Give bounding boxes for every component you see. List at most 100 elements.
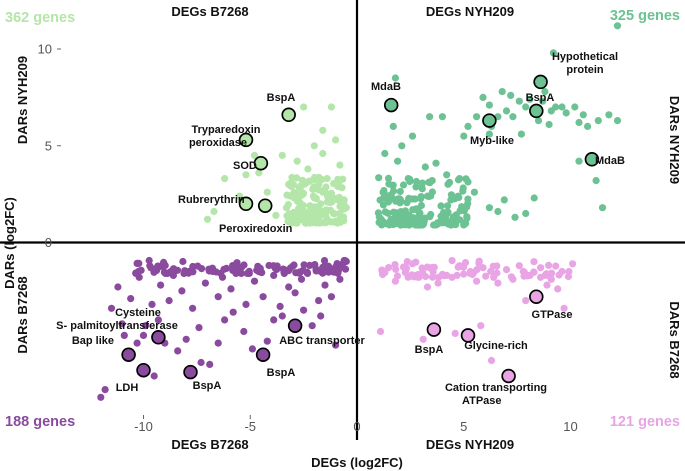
data-point [522, 103, 530, 111]
data-point [575, 118, 583, 127]
data-point [375, 218, 383, 226]
data-point [310, 142, 318, 150]
data-point [454, 263, 462, 271]
annotation-14: BspA [183, 364, 222, 392]
data-point [464, 178, 472, 186]
data-point [203, 215, 212, 223]
data-point [197, 358, 205, 367]
data-point [325, 268, 333, 276]
data-point [259, 293, 267, 301]
data-point [543, 281, 551, 289]
data-point [398, 142, 406, 150]
annotation-label: Bap like [72, 335, 114, 347]
data-point [310, 203, 318, 211]
data-point [206, 360, 214, 368]
data-point [456, 207, 464, 215]
data-point [412, 183, 420, 191]
highlighted-gene-marker [183, 364, 198, 380]
data-point [327, 293, 335, 301]
data-point [178, 287, 186, 295]
data-point [545, 261, 553, 269]
data-point [592, 177, 600, 185]
highlighted-gene-marker [238, 196, 254, 212]
data-point [494, 279, 502, 287]
data-point [248, 345, 256, 353]
data-point [319, 263, 327, 271]
data-point [273, 265, 281, 273]
data-point [330, 194, 338, 202]
data-point [554, 285, 562, 293]
data-point [159, 262, 167, 271]
y-axis-title: DARs (log2FC) [2, 197, 17, 289]
y-tick-label: 0 [45, 235, 52, 250]
series-3 [376, 257, 577, 365]
data-point [485, 101, 493, 109]
data-point [549, 49, 558, 57]
data-point [118, 320, 126, 328]
data-point [317, 312, 325, 320]
data-point [432, 159, 440, 167]
data-point [285, 283, 293, 291]
data-point [332, 341, 340, 349]
annotation-9: Myb-like [470, 113, 514, 147]
data-point [399, 181, 408, 189]
data-point [405, 196, 413, 204]
data-point [270, 271, 278, 279]
x-tick-label: -10 [134, 419, 153, 434]
data-point [333, 260, 341, 268]
data-point [460, 221, 468, 229]
data-point [310, 173, 319, 182]
count-label-bottom-right: 121 genes [610, 414, 680, 430]
data-point [548, 269, 556, 277]
data-point [468, 270, 476, 278]
data-point [120, 331, 128, 339]
data-point [437, 202, 445, 210]
data-point [613, 22, 622, 30]
data-point [463, 213, 471, 221]
data-point [493, 269, 501, 277]
quad-title-top-right: DEGs NYH209 [426, 4, 514, 19]
annotation-3: SOD [233, 155, 269, 172]
data-point [530, 258, 538, 266]
data-point [571, 103, 579, 111]
data-point [165, 297, 173, 305]
data-point [408, 271, 416, 279]
annotation-19: Glycine-rich [460, 328, 528, 352]
data-point [299, 266, 307, 274]
data-point [479, 93, 487, 101]
data-point [276, 302, 284, 310]
y-tick-label: 10 [38, 42, 52, 57]
data-point [381, 208, 389, 216]
x-tick-label: 5 [460, 419, 467, 434]
data-point [319, 149, 327, 158]
data-point [382, 191, 390, 200]
data-point [189, 262, 197, 271]
data-point [470, 188, 478, 196]
data-point [321, 281, 329, 289]
quad-title-bottom-left: DEGs B7268 [171, 437, 248, 452]
data-point [209, 267, 217, 276]
data-point [537, 264, 545, 272]
left-label-lower: DARs B7268 [15, 276, 30, 353]
data-point [403, 258, 411, 266]
data-point [428, 188, 436, 196]
annotation-label: BspA [193, 380, 222, 392]
data-point [459, 187, 467, 195]
data-point [332, 136, 340, 144]
highlighted-gene-marker [136, 362, 151, 378]
data-point [432, 221, 440, 229]
data-point [391, 261, 399, 269]
data-point [179, 257, 187, 266]
data-point [389, 194, 397, 203]
annotation-label: MdaB [371, 81, 401, 93]
annotation-label: Glycine-rich [464, 340, 528, 352]
data-point [575, 157, 583, 165]
data-point [135, 259, 143, 267]
data-point [278, 151, 286, 159]
data-point [515, 97, 523, 105]
data-point [417, 195, 425, 203]
data-point [291, 289, 299, 297]
data-point [411, 221, 420, 229]
